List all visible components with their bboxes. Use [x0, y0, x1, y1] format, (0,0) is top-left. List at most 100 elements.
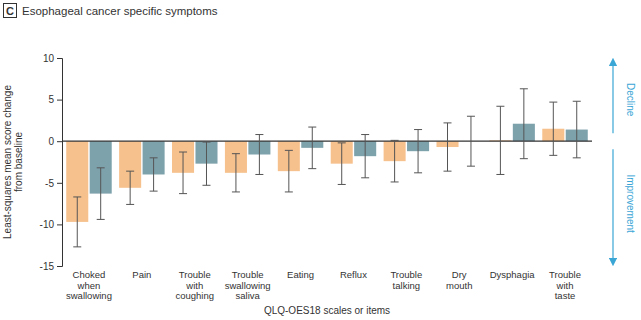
y-axis-title: Least-squares mean score changefrom base…: [2, 85, 24, 239]
error-bar-stem: [130, 171, 131, 204]
error-bar: [126, 171, 134, 204]
error-bar-cap: [444, 122, 452, 123]
error-bar: [496, 106, 504, 174]
x-tick-label-line: Dry: [452, 269, 467, 280]
error-bar: [573, 101, 581, 158]
error-bar-cap: [520, 158, 528, 159]
error-bar-cap: [520, 88, 528, 89]
error-bar: [73, 197, 81, 247]
x-tick-label: Drymouth: [446, 269, 472, 291]
y-axis-title-line: Least-squares mean score change: [2, 85, 13, 239]
error-bar-cap: [391, 181, 399, 182]
error-bar-cap: [179, 152, 187, 153]
error-bar: [179, 152, 187, 194]
error-bar-stem: [259, 135, 260, 175]
x-tick-label-line: Trouble: [549, 269, 581, 280]
y-tick: 10: [43, 53, 62, 64]
error-bars: [73, 102, 557, 247]
error-bar: [308, 127, 316, 169]
error-bar: [520, 89, 528, 159]
error-bar: [467, 116, 475, 166]
error-bar: [549, 102, 557, 155]
x-tick-label-line: swallowing: [225, 280, 271, 291]
x-tick-label-line: Dysphagia: [490, 269, 536, 280]
x-tick-label: Pain: [132, 269, 151, 280]
error-bar-cap: [414, 172, 422, 173]
error-bar: [97, 168, 105, 220]
x-tick-label-line: Trouble: [179, 269, 211, 280]
error-bar-cap: [308, 127, 316, 128]
x-tick-label-line: Trouble: [232, 269, 264, 280]
error-bars: [97, 89, 581, 220]
error-bar-cap: [391, 140, 399, 141]
y-tick-mark: [57, 224, 62, 225]
x-tick-label-line: Eating: [287, 269, 314, 280]
error-bar: [391, 140, 399, 182]
x-tick-label: Troubletalking: [390, 269, 422, 291]
y-tick-label: -15: [40, 261, 55, 272]
series: [90, 124, 588, 194]
x-tick-label: Troublewithcoughing: [175, 269, 214, 301]
annotation: Decline: [625, 83, 636, 117]
y-tick-mark: [57, 100, 62, 101]
x-tick-label: Dysphagia: [490, 269, 536, 280]
error-bar-cap: [467, 166, 475, 167]
error-bar-stem: [77, 197, 78, 247]
error-bar-cap: [414, 129, 422, 130]
chart: C Esophageal cancer specific symptoms -15 -…: [0, 0, 641, 320]
error-bar-cap: [255, 174, 263, 175]
error-bar-stem: [523, 89, 524, 159]
error-bar-cap: [361, 177, 369, 178]
arrow-down: [612, 149, 613, 262]
panel-label: C: [6, 5, 14, 17]
error-bar-cap: [97, 219, 105, 220]
error-bar-cap: [496, 106, 504, 107]
x-tick-label-line: coughing: [175, 290, 214, 301]
x-tick-label-line: Choked: [73, 269, 106, 280]
error-bar: [414, 130, 422, 173]
y-tick-mark: [57, 266, 62, 267]
panel-box: [4, 4, 17, 18]
error-bar: [232, 154, 240, 192]
error-bar-cap: [73, 246, 81, 247]
error-bar-stem: [576, 101, 577, 158]
y-tick: -10: [40, 219, 62, 230]
error-bar-stem: [418, 130, 419, 173]
error-bar-cap: [549, 102, 557, 103]
error-bar-stem: [553, 102, 554, 155]
x-tick-label-line: Pain: [132, 269, 151, 280]
y-tick: -5: [45, 178, 62, 189]
y-tick-mark: [57, 183, 62, 184]
x-tick-label-line: with: [185, 280, 203, 291]
error-bar-stem: [288, 150, 289, 192]
annotation: Improvement: [625, 174, 636, 233]
error-bar-cap: [73, 196, 81, 197]
error-bar-cap: [97, 167, 105, 168]
x-tick-label: Chokedwhenswallowing: [66, 269, 112, 301]
error-bar-cap: [202, 142, 210, 143]
error-bar: [338, 143, 346, 185]
error-bar-stem: [153, 158, 154, 191]
error-bar: [444, 123, 452, 171]
error-bar-stem: [183, 152, 184, 194]
error-bar-stem: [341, 143, 342, 185]
x-axis: ChokedwhenswallowingPainTroublewithcough…: [66, 269, 581, 301]
x-axis-title: QLQ-OES18 scales or items: [264, 305, 390, 316]
error-bar-cap: [126, 171, 134, 172]
x-tick-label-line: taste: [555, 290, 576, 301]
x-tick-label-line: Reflux: [340, 269, 367, 280]
title: Esophageal cancer specific symptoms: [22, 5, 218, 17]
error-bar-stem: [447, 123, 448, 171]
series: [66, 129, 564, 222]
error-bar-stem: [206, 142, 207, 185]
x-tick-label: Reflux: [340, 269, 367, 280]
error-bar-stem: [100, 168, 101, 220]
error-bar: [285, 150, 293, 192]
error-bar-cap: [573, 101, 581, 102]
x-tick-label-line: mouth: [446, 280, 472, 291]
error-bar-cap: [444, 171, 452, 172]
y-tick: 5: [48, 94, 62, 105]
plot-area: [62, 89, 592, 247]
error-bar: [202, 142, 210, 185]
y-tick: 0: [48, 136, 62, 147]
